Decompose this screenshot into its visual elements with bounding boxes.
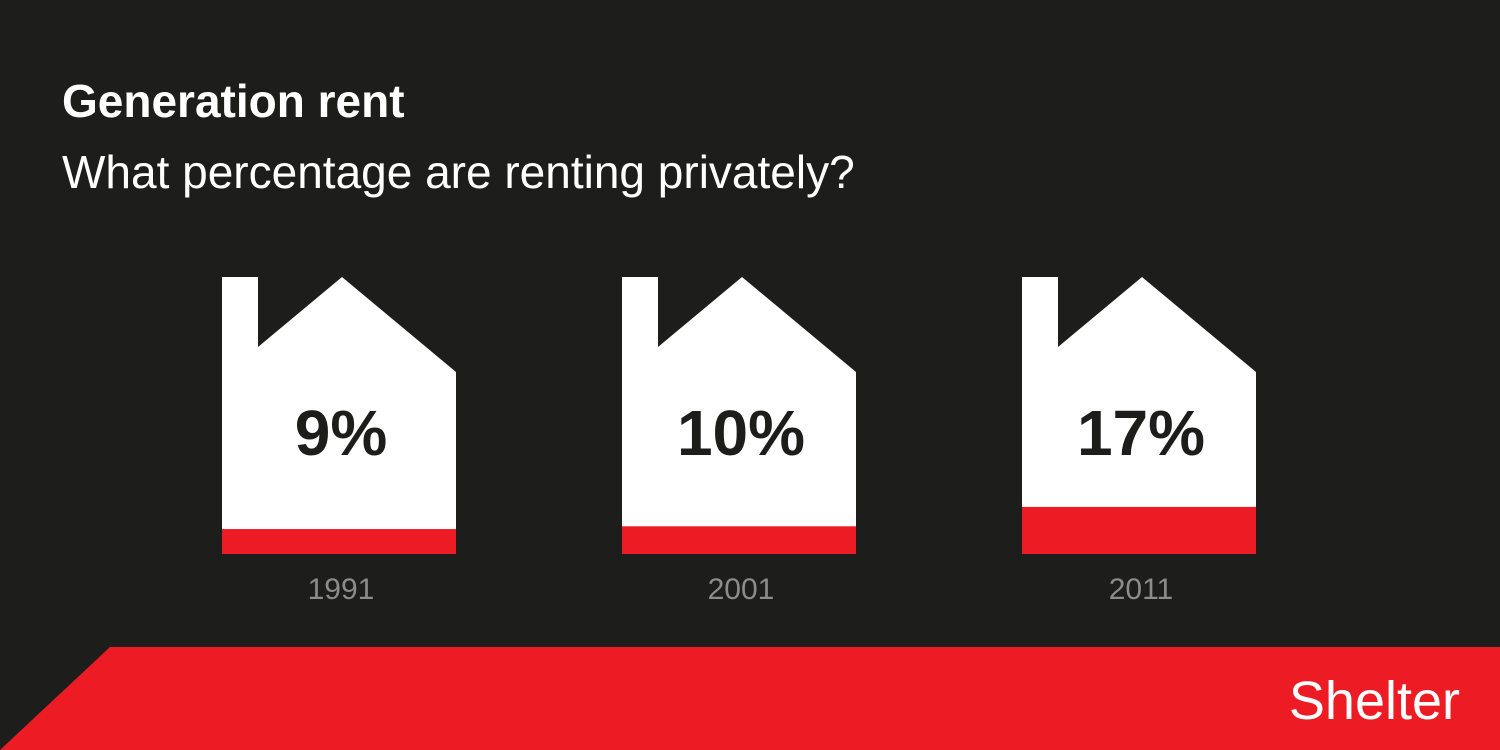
chart-subtitle: What percentage are renting privately? [62,146,855,198]
house-shape [622,277,856,554]
house: 9% 1991 [222,277,456,606]
chart-title: Generation rent [62,75,405,127]
fill-bar [622,526,856,554]
house: 17% 2011 [1022,277,1256,606]
house: 10% 2001 [622,277,856,606]
value-label: 10% [677,397,805,469]
footer-band [0,647,1500,750]
house-shape [222,277,456,554]
brand-logo: Shelter [1289,671,1460,731]
fill-bar [1022,506,1256,554]
category-label: 2011 [1109,573,1174,606]
value-label: 9% [295,397,388,469]
category-label: 2001 [708,573,775,606]
fill-bar [222,529,456,554]
category-label: 1991 [308,573,375,606]
value-label: 17% [1077,397,1205,469]
house-shape [1022,277,1256,554]
